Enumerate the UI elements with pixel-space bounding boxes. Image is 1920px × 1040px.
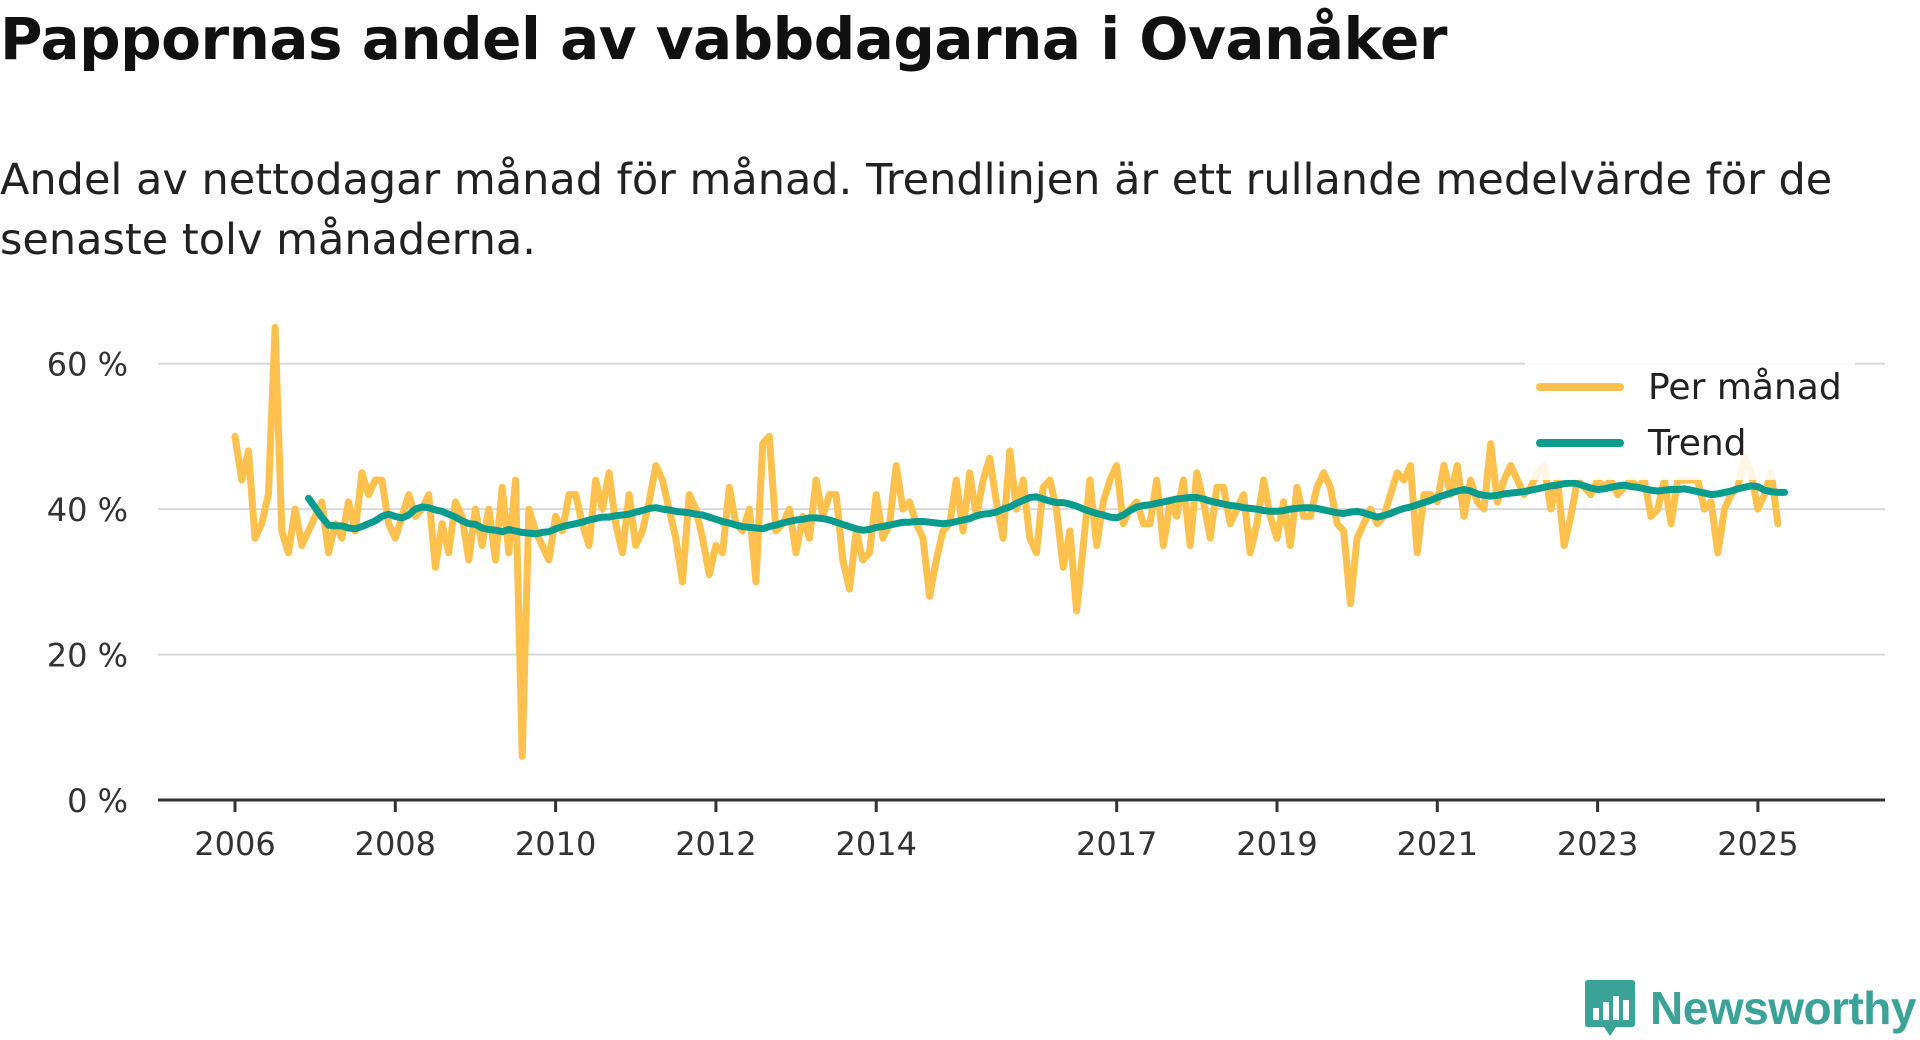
- x-axis: 2006 2008 2010 2012 2014 2017 2019 2021 2023 2025: [158, 798, 1885, 863]
- bar-chart-logo-icon: [1585, 980, 1636, 1036]
- y-tick-label-60: 60 %: [47, 346, 128, 384]
- x-tick-label-2019: 2019: [1236, 825, 1317, 863]
- legend-label-1: Trend: [1647, 423, 1747, 464]
- newsworthy-logo: Newsworthy: [1584, 978, 1916, 1038]
- series: [231, 323, 1789, 760]
- y-tick-label-40: 40 %: [47, 491, 128, 529]
- y-tick-label-20: 20 %: [47, 637, 128, 675]
- x-tick-label-2008: 2008: [355, 825, 436, 863]
- y-axis-ticks: 0 % 20 % 40 % 60 %: [47, 346, 128, 820]
- x-tick-label-2023: 2023: [1557, 825, 1638, 863]
- monthly-line: [231, 323, 1782, 760]
- x-tick-label-2014: 2014: [836, 825, 917, 863]
- series-per-manad: [231, 323, 1782, 760]
- legend: Per månad Trend: [1525, 360, 1855, 480]
- legend-label-0: Per månad: [1648, 367, 1842, 408]
- chart-subtitle: Andel av nettodagar månad för månad. Tre…: [0, 155, 1833, 262]
- x-tick-label-2017: 2017: [1076, 825, 1157, 863]
- y-tick-label-0: 0 %: [67, 782, 128, 820]
- x-tick-label-2012: 2012: [675, 825, 756, 863]
- series-trend: [305, 479, 1789, 538]
- x-tick-label-2021: 2021: [1397, 825, 1478, 863]
- x-tick-label-2006: 2006: [194, 825, 275, 863]
- x-tick-label-2010: 2010: [515, 825, 596, 863]
- legend-background: [1525, 360, 1855, 480]
- trend-line: [305, 479, 1789, 538]
- chart-title: Pappornas andel av vabbdagarna i Ovanåke…: [0, 5, 1447, 73]
- brand-name: Newsworthy: [1650, 982, 1916, 1034]
- x-tick-label-2025: 2025: [1717, 825, 1798, 863]
